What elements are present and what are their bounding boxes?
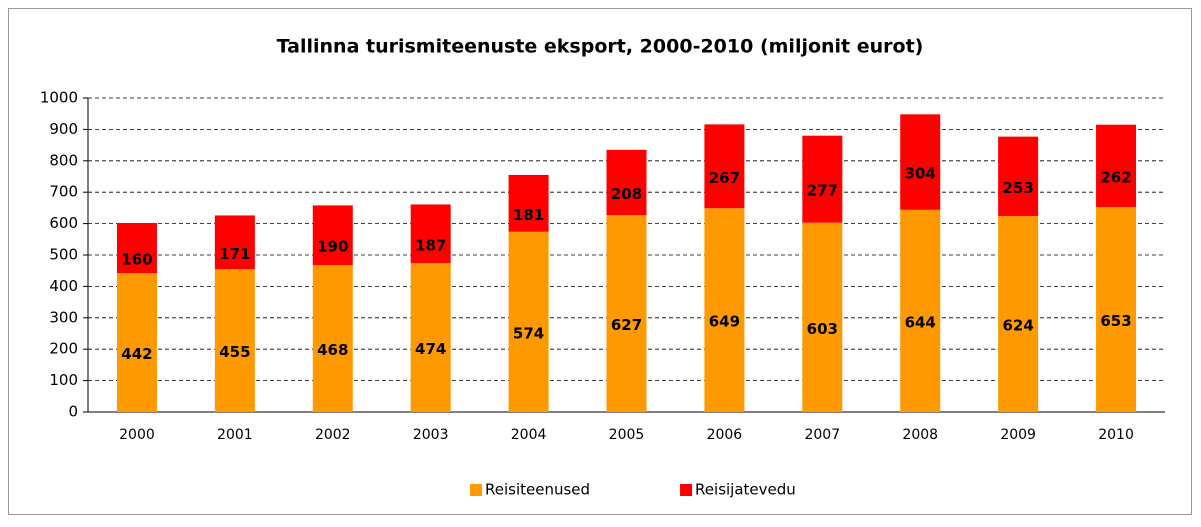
x-tick-label: 2001 [217, 427, 253, 443]
chart-title: Tallinna turismiteenuste eksport, 2000-2… [277, 36, 924, 58]
data-label: 253 [1002, 179, 1033, 197]
y-tick-label: 900 [49, 120, 78, 138]
data-label: 181 [513, 206, 544, 224]
x-tick-label: 2005 [609, 427, 645, 443]
bar-segment [508, 174, 549, 232]
data-label: 624 [1002, 317, 1033, 335]
bar-segment [214, 269, 255, 412]
y-tick-label: 0 [68, 403, 78, 421]
bar-segment [410, 204, 451, 264]
bar-segment [704, 208, 745, 412]
x-tick-label: 2004 [511, 427, 547, 443]
x-tick-label: 2007 [804, 427, 840, 443]
bar-segment [1096, 206, 1137, 412]
bar-segment [116, 273, 157, 412]
data-label: 262 [1100, 168, 1131, 186]
y-tick-label: 100 [49, 371, 78, 389]
data-label: 644 [905, 313, 936, 331]
bar-segment [998, 216, 1039, 412]
data-label: 653 [1100, 312, 1131, 330]
data-label: 171 [219, 245, 250, 263]
bar-segment [312, 265, 353, 412]
data-label: 267 [709, 169, 740, 187]
y-tick-label: 1000 [40, 89, 78, 107]
legend-swatch [470, 484, 482, 496]
x-tick-label: 2008 [902, 427, 938, 443]
bar-segment [410, 263, 451, 412]
y-tick-label: 700 [49, 183, 78, 201]
legend-label: Reisijatevedu [695, 481, 796, 499]
x-tick-label: 2000 [119, 427, 155, 443]
x-tick-label: 2006 [707, 427, 743, 443]
x-tick-label: 2003 [413, 427, 449, 443]
data-label: 474 [415, 340, 446, 358]
bar-segment [606, 215, 647, 412]
bar-segment [1096, 124, 1137, 207]
bar-segment [900, 209, 941, 412]
data-label: 649 [709, 313, 740, 331]
data-label: 627 [611, 316, 642, 334]
legend-swatch [680, 484, 693, 496]
y-tick-label: 800 [49, 151, 78, 169]
data-label: 208 [611, 185, 642, 203]
bar-segment [508, 231, 549, 412]
bar-segment [606, 149, 647, 216]
y-tick-label: 500 [49, 246, 78, 264]
y-tick-label: 400 [49, 277, 78, 295]
bar-segment [802, 135, 843, 223]
bar-segment [116, 222, 157, 274]
bar-segment [214, 215, 255, 270]
data-label: 442 [121, 345, 152, 363]
x-tick-label: 2010 [1098, 427, 1134, 443]
x-tick-label: 2009 [1000, 427, 1036, 443]
data-label: 468 [317, 341, 348, 359]
bar-segment [802, 222, 843, 412]
legend-label: Reisiteenused [485, 481, 590, 499]
chart-border [8, 8, 1192, 515]
data-label: 277 [807, 182, 838, 200]
data-label: 455 [219, 343, 250, 361]
data-label: 160 [121, 251, 152, 269]
y-tick-label: 200 [49, 340, 78, 358]
bar-segment [312, 205, 353, 266]
data-label: 574 [513, 324, 544, 342]
data-label: 190 [317, 238, 348, 256]
bar-segment [900, 114, 941, 210]
y-tick-label: 300 [49, 308, 78, 326]
data-label: 187 [415, 236, 446, 254]
data-label: 603 [807, 320, 838, 338]
bar-segment [704, 124, 745, 209]
x-tick-label: 2002 [315, 427, 351, 443]
data-label: 304 [905, 165, 936, 183]
bar-segment [998, 136, 1039, 217]
y-tick-label: 600 [49, 214, 78, 232]
